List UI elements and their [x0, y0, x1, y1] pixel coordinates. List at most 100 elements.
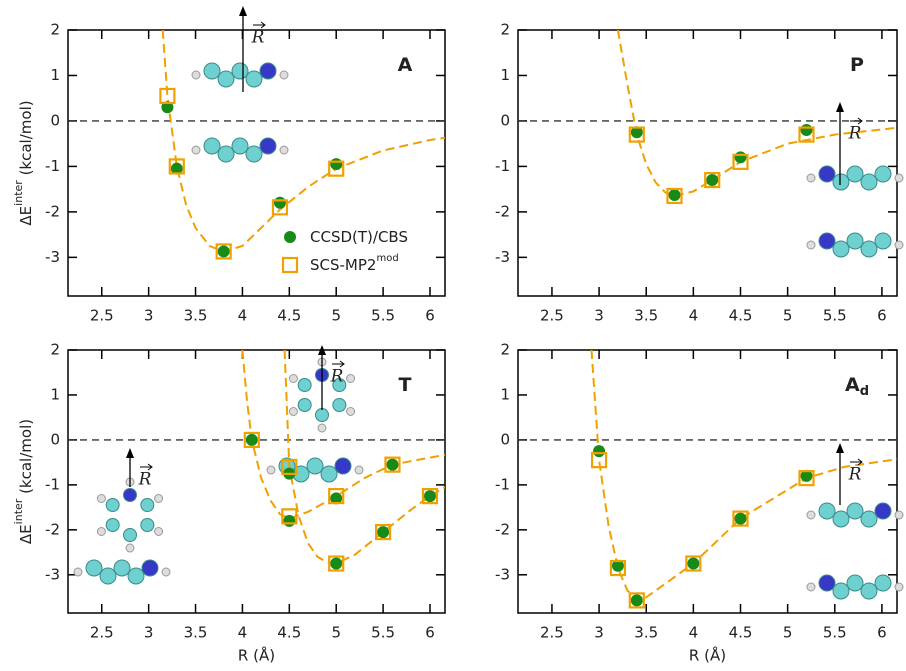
x-tick-label: 2.5 [90, 624, 114, 642]
legend-label-text: CCSD(T)/CBS [310, 228, 408, 246]
x-tick-label: 4 [238, 307, 248, 325]
atom [106, 499, 119, 512]
data-point [734, 151, 746, 163]
atom [298, 379, 311, 392]
x-tick-label: 5 [783, 624, 793, 642]
data-point [386, 459, 398, 471]
atom [807, 174, 815, 182]
x-tick-label: 3 [144, 307, 154, 325]
figure: 2.5 3 3.5 4 4.5 5 5.5 6 -3 -2 -1 0 1 2 R A ΔEinter (kcal… [0, 0, 906, 667]
x-tick-label: 3.5 [184, 307, 208, 325]
annotation: R [138, 470, 152, 490]
x-tick-label: 3.5 [184, 624, 208, 642]
atom [100, 568, 116, 584]
annotation: R [848, 124, 862, 144]
x-tick-label: 5.5 [371, 624, 395, 642]
y-tick-label: -2 [45, 520, 60, 538]
y-tick-label: 1 [50, 385, 60, 403]
atom [861, 241, 877, 257]
atom [819, 503, 835, 519]
atom [246, 146, 262, 162]
x-tick-label: 4.5 [277, 624, 301, 642]
atom [218, 71, 234, 87]
atom [162, 568, 170, 576]
atom [875, 166, 891, 182]
legend-label: CCSD(T)/CBS [310, 228, 408, 246]
atom [114, 560, 130, 576]
atom [819, 166, 835, 182]
atom [97, 495, 105, 503]
y-axis-label-unit: (kcal/mol) [17, 419, 35, 499]
panel-label-text: A [398, 54, 413, 76]
panel-label-text: T [399, 374, 412, 396]
panel-label: Ad [845, 374, 869, 399]
molecule [807, 575, 903, 599]
x-tick-label: 4.5 [277, 307, 301, 325]
atom [260, 63, 276, 79]
y-tick-label: 1 [500, 66, 510, 84]
atom [861, 174, 877, 190]
annotation: R [251, 28, 265, 48]
atom [347, 408, 355, 416]
y-tick-label: -3 [45, 248, 60, 266]
atom [141, 519, 154, 532]
atom [347, 375, 355, 383]
data-point [246, 434, 258, 446]
panel-label: P [850, 54, 864, 76]
data-point [734, 513, 746, 525]
y-axis-label-sup: inter [12, 180, 25, 206]
atom [218, 146, 234, 162]
y-axis-label: ΔEinter (kcal/mol) [12, 100, 35, 225]
atom [280, 71, 288, 79]
y-tick-label: 0 [500, 111, 510, 129]
y-tick-label: 2 [50, 21, 60, 39]
atom [875, 503, 891, 519]
atom [318, 424, 326, 432]
data-point [593, 445, 605, 457]
x-tick-label: 5 [331, 307, 341, 325]
atom [895, 583, 903, 591]
annotation: R [330, 367, 344, 387]
x-tick-label: 2.5 [540, 307, 564, 325]
atom [97, 528, 105, 536]
data-point [424, 490, 436, 502]
y-tick-label: -1 [45, 475, 60, 493]
atom [74, 568, 82, 576]
atom [141, 499, 154, 512]
atom [280, 146, 288, 154]
y-tick-label: -1 [45, 157, 60, 175]
y-tick-label: -1 [495, 157, 510, 175]
atom [895, 241, 903, 249]
y-axis-label-text: ΔE [17, 206, 35, 226]
data-point [706, 174, 718, 186]
atom [895, 174, 903, 182]
x-tick-label: 3.5 [634, 307, 658, 325]
atom [847, 503, 863, 519]
legend-label-sup: mod [376, 253, 398, 264]
y-tick-label: 2 [500, 21, 510, 39]
y-tick-label: 0 [500, 430, 510, 448]
panel-label: A [398, 54, 413, 76]
data-point [631, 594, 643, 606]
legend-marker [284, 231, 296, 243]
y-tick-label: -2 [495, 202, 510, 220]
data-point [669, 189, 681, 201]
atom [895, 511, 903, 519]
legend-marker [283, 258, 297, 272]
atom [142, 560, 158, 576]
x-tick-label: 6 [425, 624, 435, 642]
y-tick-label: -1 [495, 475, 510, 493]
x-tick-label: 5 [783, 307, 793, 325]
atom [192, 146, 200, 154]
x-tick-label: 2.5 [540, 624, 564, 642]
atom [124, 529, 137, 542]
y-tick-label: -2 [495, 520, 510, 538]
data-point [330, 558, 342, 570]
y-axis-label-unit: (kcal/mol) [17, 100, 35, 180]
data-point [274, 197, 286, 209]
legend-label: SCS-MP2mod [310, 253, 399, 274]
atom [298, 399, 311, 412]
data-point [218, 245, 230, 257]
atom [289, 408, 297, 416]
atom [86, 560, 102, 576]
